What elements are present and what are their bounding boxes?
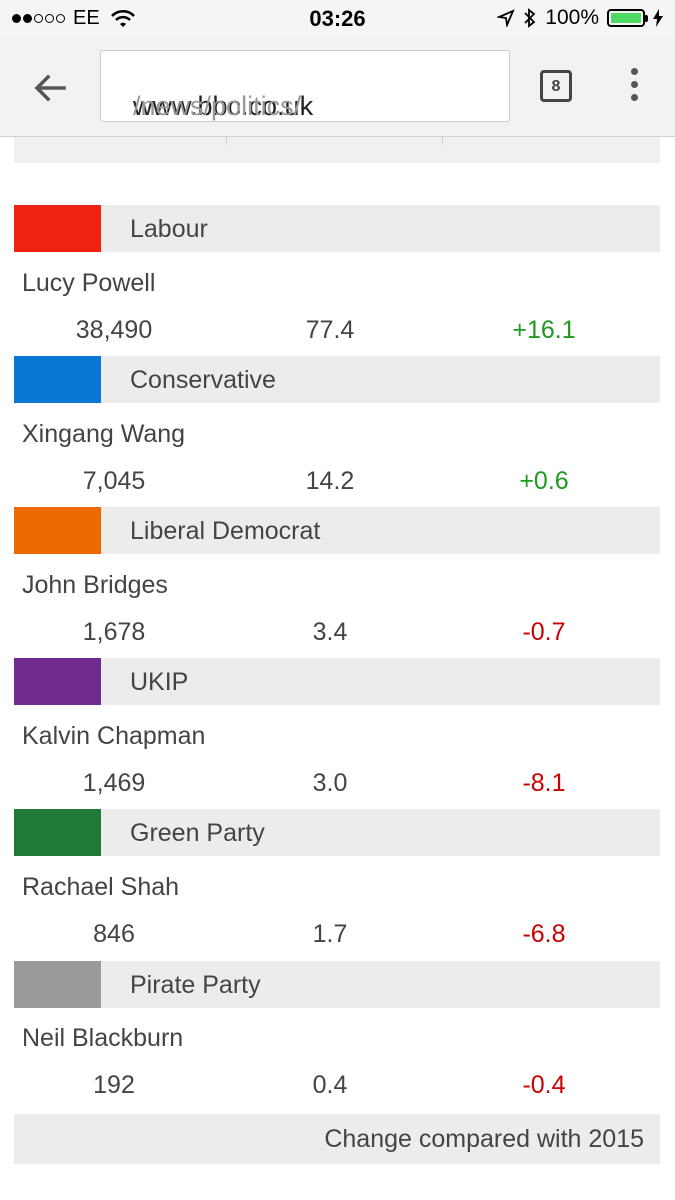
address-bar[interactable]: www.bbc.co.uk/news/politics/ bbox=[100, 50, 510, 122]
clock: 03:26 bbox=[309, 6, 366, 31]
candidate-name: Kalvin Chapman bbox=[22, 722, 206, 750]
signal-strength-icon bbox=[12, 14, 65, 23]
change-value: +16.1 bbox=[512, 316, 576, 344]
share-value: 1.7 bbox=[312, 920, 348, 948]
party-name: UKIP bbox=[130, 668, 189, 696]
share-value: 77.4 bbox=[305, 316, 355, 344]
url-path: /news/politics/ bbox=[133, 91, 302, 121]
battery-icon bbox=[607, 9, 648, 27]
party-color-swatch bbox=[14, 205, 101, 252]
change-value: -0.7 bbox=[522, 618, 566, 646]
status-bar: EE 03:26 100% bbox=[0, 0, 675, 36]
change-value: -8.1 bbox=[522, 769, 566, 797]
party-name: Green Party bbox=[130, 819, 265, 847]
change-value: -0.4 bbox=[522, 1071, 566, 1099]
party-name: Liberal Democrat bbox=[130, 517, 321, 545]
votes-value: 1,678 bbox=[82, 618, 146, 646]
party-row: Labour bbox=[14, 205, 660, 252]
candidate-name: John Bridges bbox=[22, 571, 168, 599]
candidate-name: Xingang Wang bbox=[22, 420, 186, 448]
votes-value: 846 bbox=[93, 920, 135, 948]
overflow-menu-icon[interactable] bbox=[626, 68, 642, 108]
party-row: UKIP bbox=[14, 658, 660, 705]
battery-percentage: 100% bbox=[545, 6, 599, 29]
party-name: Conservative bbox=[130, 366, 276, 394]
votes-value: 1,469 bbox=[82, 769, 146, 797]
location-arrow-icon bbox=[497, 9, 515, 27]
bluetooth-icon bbox=[524, 8, 536, 28]
party-row: Green Party bbox=[14, 809, 660, 856]
party-color-swatch bbox=[14, 507, 101, 554]
browser-toolbar: www.bbc.co.uk/news/politics/ 8 bbox=[0, 36, 675, 137]
party-color-swatch bbox=[14, 809, 101, 856]
change-value: -6.8 bbox=[522, 920, 566, 948]
votes-value: 192 bbox=[93, 1071, 135, 1099]
candidate-name: Neil Blackburn bbox=[22, 1024, 184, 1052]
results-header-row bbox=[14, 137, 660, 163]
change-value: +0.6 bbox=[519, 467, 569, 495]
share-value: 3.4 bbox=[312, 618, 348, 646]
party-name: Labour bbox=[130, 215, 208, 243]
candidate-name: Lucy Powell bbox=[22, 269, 156, 297]
party-row: Conservative bbox=[14, 356, 660, 403]
charging-bolt-icon bbox=[653, 9, 663, 27]
share-value: 3.0 bbox=[312, 769, 348, 797]
votes-value: 38,490 bbox=[75, 316, 153, 344]
change-footnote: Change compared with 2015 bbox=[14, 1114, 660, 1164]
votes-value: 7,045 bbox=[82, 467, 146, 495]
back-arrow-icon[interactable] bbox=[28, 66, 72, 110]
party-row: Liberal Democrat bbox=[14, 507, 660, 554]
wifi-icon bbox=[110, 9, 135, 27]
url-host: www.bbc.co.uk bbox=[133, 91, 314, 121]
share-value: 0.4 bbox=[312, 1071, 348, 1099]
candidate-name: Rachael Shah bbox=[22, 873, 180, 901]
share-value: 14.2 bbox=[305, 467, 355, 495]
party-color-swatch bbox=[14, 658, 101, 705]
party-row: Pirate Party bbox=[14, 961, 660, 1008]
party-color-swatch bbox=[14, 356, 101, 403]
party-color-swatch bbox=[14, 961, 101, 1008]
footnote-text: Change compared with 2015 bbox=[324, 1125, 644, 1153]
carrier-label: EE bbox=[73, 7, 100, 29]
party-name: Pirate Party bbox=[130, 971, 261, 999]
tab-switcher-button[interactable]: 8 bbox=[540, 70, 572, 102]
